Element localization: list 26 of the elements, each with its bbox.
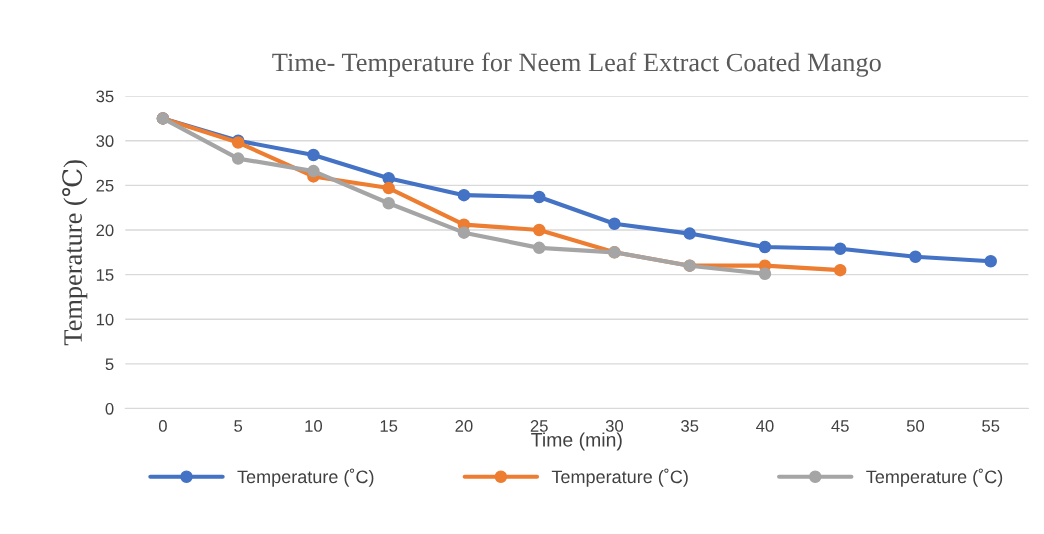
y-tick-label: 15	[96, 269, 114, 281]
x-axis-title: Time (min)	[531, 432, 622, 451]
y-tick-label: 10	[96, 313, 114, 326]
x-tick-label: 50	[906, 420, 925, 432]
x-tick-label: 25	[530, 420, 548, 432]
chart-title: Time- Temperature for Neem Leaf Extract Coated Mango	[272, 52, 881, 77]
x-tick-label: 30	[605, 420, 624, 432]
y-tick-label: 5	[105, 358, 114, 371]
x-tick-label: 45	[831, 420, 849, 432]
x-tick-label: 0	[158, 420, 167, 432]
legend-label: Temperature (˚C)	[237, 468, 374, 487]
x-tick-label: 20	[455, 420, 473, 432]
y-tick-label: 25	[96, 179, 114, 192]
x-tick-label: 40	[756, 420, 774, 432]
legend-label: Temperature (˚C)	[551, 468, 688, 487]
x-tick-label: 35	[681, 420, 699, 432]
y-tick-label: 30	[96, 135, 114, 147]
y-tick-label: 35	[96, 90, 114, 103]
y-tick-label: 20	[96, 224, 114, 237]
x-tick-label: 55	[982, 420, 1000, 432]
x-tick-label: 10	[305, 420, 323, 432]
x-tick-label: 15	[380, 420, 398, 432]
y-tick-label: 0	[105, 402, 114, 415]
y-axis-title: Temperature (℃)	[62, 160, 88, 346]
legend-label: Temperature (˚C)	[866, 468, 1003, 487]
x-tick-label: 5	[234, 420, 243, 432]
